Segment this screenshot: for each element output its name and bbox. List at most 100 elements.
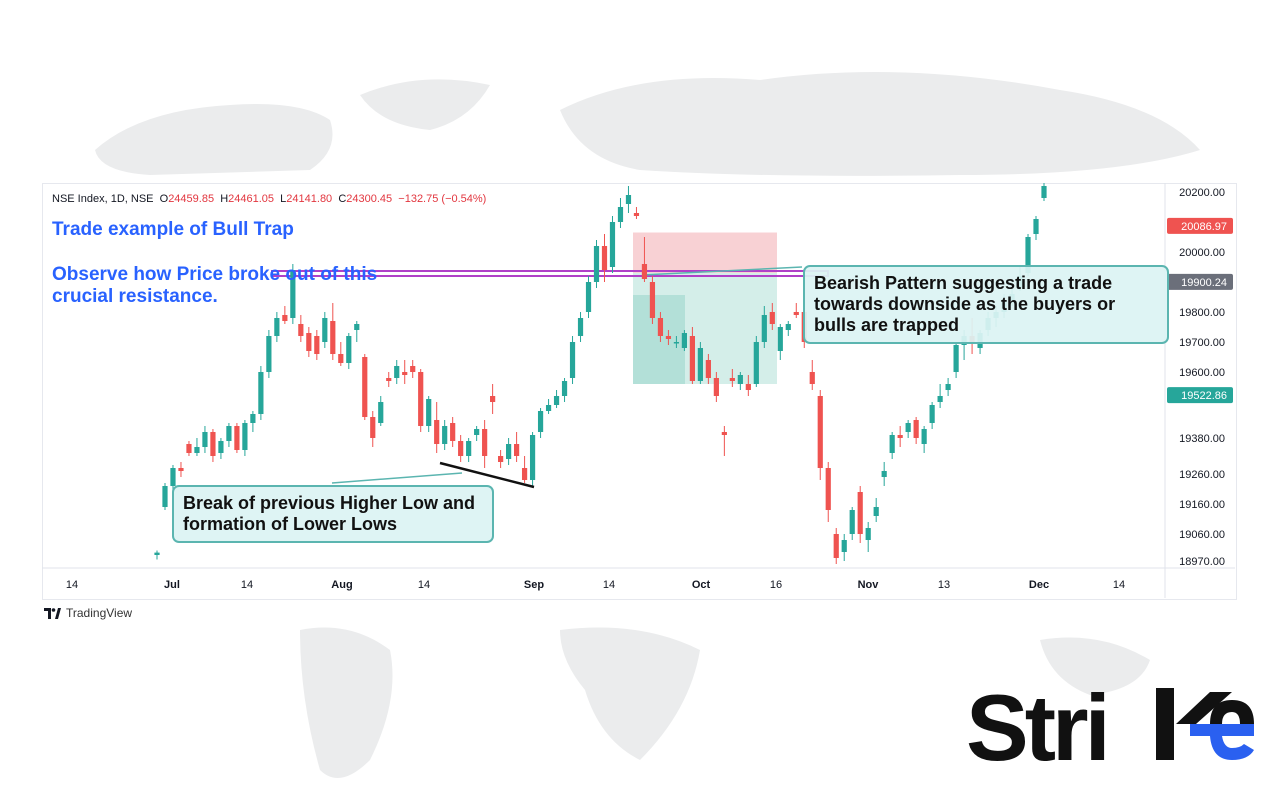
candle-body [953,345,959,372]
x-tick-label: Nov [858,579,880,591]
candle-body [506,444,512,459]
candle-body [466,441,472,456]
candle-body [402,372,408,375]
candle-body [897,435,903,438]
candle-body [362,357,368,417]
strike-logo-e-mark [1190,700,1254,760]
ohlc-legend: NSE Index, 1D, NSE O24459.85 H24461.05 L… [52,193,487,205]
candle-body [274,318,280,336]
candle-body [537,411,544,432]
candle-body [306,333,312,351]
candle-body [873,507,879,516]
candle-body [490,396,496,402]
candle-body [841,540,847,552]
candle-body [593,246,600,282]
candle-body [226,426,232,441]
candle-body [817,396,823,468]
candle-body [474,429,480,435]
candle-body [162,486,168,507]
candle-body [865,528,871,540]
candle-body [657,318,664,336]
candle-body [833,534,839,558]
candle-body [290,270,296,318]
candle-body [442,426,448,444]
candle-body [242,423,248,450]
candle-body [561,381,568,396]
candle-body [729,378,735,381]
strike-logo: Stri [966,680,1254,775]
target-zone-inner [633,295,685,384]
x-tick-label: 14 [603,579,615,591]
candle-body [641,264,648,279]
candle-body [673,342,680,344]
svg-text:Stri: Stri [966,680,1107,775]
y-tick-label: 19160.00 [1179,499,1225,511]
chart-heading: Trade example of Bull Trap [52,219,294,240]
low-value: 24141.80 [286,193,333,205]
candle-body [178,468,184,471]
candle-body [154,552,160,555]
tradingview-logo-icon [44,607,61,619]
open-value: 24459.85 [168,193,215,205]
candle-body [849,510,855,534]
candle-body [681,333,688,348]
candle-body [322,318,328,342]
price-badge [1167,217,1233,234]
x-tick-label: 14 [241,579,253,591]
candle-body [250,414,256,423]
candle-body [705,360,711,378]
price-badge-label: 19900.24 [1181,277,1227,289]
candle-body [721,432,727,435]
candle-body [330,321,336,354]
candle-body [482,429,488,456]
candle-body [354,324,360,330]
candle-body [697,348,703,381]
candle-body [202,432,208,447]
candle-body [186,444,192,453]
candle-body [513,444,520,456]
candle-body [370,417,376,438]
candle-body [521,468,528,480]
candle-body [545,405,552,411]
candle-body [905,423,911,432]
y-tick-label: 19700.00 [1179,337,1225,349]
candle-body [418,372,424,426]
candle-body [410,366,416,372]
candle-body [434,420,440,444]
candle-body [689,336,695,381]
symbol-label: NSE Index, 1D, NSE [52,193,154,205]
y-tick-label: 19380.00 [1179,433,1225,445]
x-tick-label: 16 [770,579,782,591]
y-tick-label: 19800.00 [1179,307,1225,319]
candle-body [426,399,432,426]
candle-body [625,195,632,204]
candle-body [450,423,456,441]
candle-body [617,207,624,222]
strike-logo-k-mark [1156,688,1232,760]
candle-body [529,435,536,480]
candle-body [633,213,640,216]
candle-body [258,372,264,414]
candlestick-chart[interactable]: 20200.00 20000.00 19800.00 19700.00 19600.00… [42,183,1235,598]
x-tick-label: Oct [692,579,711,591]
candle-body [218,441,224,453]
candle-body [458,441,464,456]
candle-body [569,342,576,378]
candle-body [889,435,895,453]
price-badge-label: 19522.86 [1181,390,1227,402]
bearish-pointer-line [641,266,803,276]
observe-note: Observe how Price broke out of this cruc… [52,264,378,307]
candle-body [338,354,344,363]
target-zone [633,273,777,384]
candle-body [937,396,943,402]
candle-body [753,342,759,384]
candle-body [713,378,719,396]
x-tick-label: 14 [66,579,78,591]
candle-body [1033,219,1039,234]
candle-body [649,282,656,318]
candle-body [913,420,919,438]
y-tick-label: 18970.00 [1179,556,1225,568]
candle-body [929,405,935,423]
candle-body [378,402,384,423]
candle-body [609,222,616,267]
